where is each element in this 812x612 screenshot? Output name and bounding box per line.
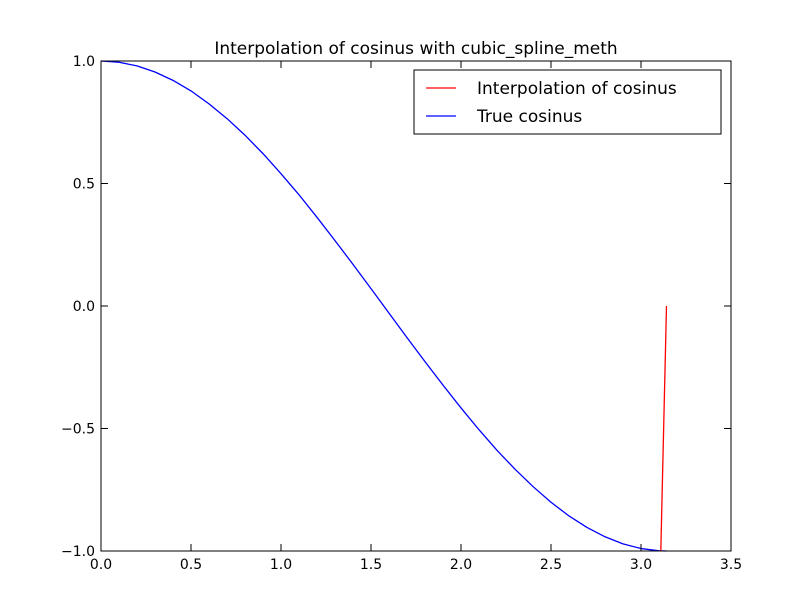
y-tick-label: 0.5 [73, 177, 95, 193]
x-tick-label: 2.5 [540, 557, 562, 573]
series-line-true-cosinus [100, 60, 667, 552]
legend-label-interpolation: Interpolation of cosinus [477, 79, 677, 99]
x-tick-label: 0.0 [90, 557, 112, 573]
x-tick-label: 3.5 [720, 557, 742, 573]
y-tick-label: −0.5 [61, 422, 95, 438]
x-tick-label: 0.5 [180, 557, 202, 573]
y-tick-label: 0.0 [73, 299, 95, 315]
y-tick-label: 1.0 [73, 54, 95, 70]
x-tick-label: 3.0 [630, 557, 652, 573]
chart-title: Interpolation of cosinus with cubic_spli… [214, 39, 617, 59]
x-tick-label: 1.0 [270, 557, 292, 573]
x-tick-label: 2.0 [450, 557, 472, 573]
legend: Interpolation of cosinus True cosinus [413, 69, 722, 135]
legend-label-true-cosinus: True cosinus [476, 107, 582, 127]
legend-box [413, 69, 722, 135]
series-line-interpolation-of-cosinus [660, 305, 668, 552]
y-tick-label: −1.0 [61, 544, 95, 560]
x-tick-label: 1.5 [360, 557, 382, 573]
